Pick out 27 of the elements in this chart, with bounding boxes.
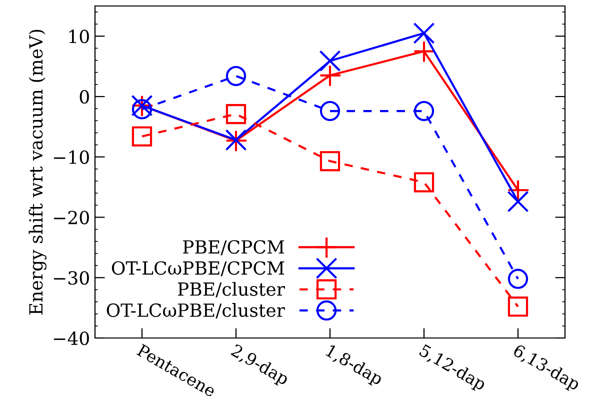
point: [414, 100, 434, 122]
y-tick-label: 0: [80, 90, 89, 104]
y-tick-label: −40: [54, 331, 89, 346]
point: [414, 172, 434, 192]
point: [132, 126, 152, 146]
y-axis-title: Energy shift wrt vacuum (meV): [28, 30, 46, 315]
point: [320, 100, 340, 122]
point: [508, 268, 528, 289]
point: [226, 66, 246, 86]
point: [132, 99, 152, 120]
legend-label: OT-LCωPBE/CPCM: [112, 261, 284, 276]
point: [319, 50, 341, 72]
point: [507, 179, 529, 201]
point: [413, 22, 435, 44]
point: [320, 151, 340, 172]
y-tick-label: 10: [69, 30, 89, 44]
point: [319, 64, 341, 86]
legend-label: OT-LCωPBE/cluster: [106, 303, 286, 318]
legend-label: PBE/cluster: [178, 282, 286, 298]
y-tick-label: −30: [54, 271, 89, 285]
y-tick-label: −10: [54, 150, 89, 164]
y-tick-label: −20: [54, 210, 89, 224]
legend-label: PBE/CPCM: [183, 240, 284, 256]
point: [413, 40, 435, 62]
point: [508, 296, 528, 317]
point: [226, 104, 246, 124]
point: [507, 190, 529, 212]
